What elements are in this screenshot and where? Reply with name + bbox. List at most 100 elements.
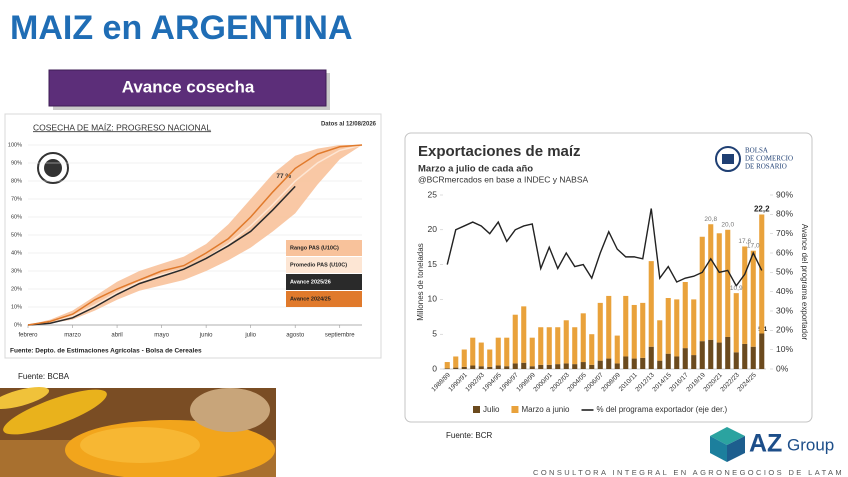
bar-segment	[529, 337, 535, 367]
y-tick-label: 20%	[11, 286, 22, 292]
bar-segment	[665, 353, 671, 369]
series-line	[27, 144, 363, 326]
legend-label: % del programa exportador (eje der.)	[596, 405, 727, 414]
bar-segment	[648, 346, 654, 369]
legend-swatch	[286, 257, 362, 273]
x-tick-label: marzo	[64, 333, 81, 339]
bar-segment	[521, 306, 527, 363]
y2-tick-label: 90%	[776, 189, 793, 199]
y2-tick-label: 10%	[776, 344, 793, 354]
x-tick-label: febrero	[18, 333, 38, 339]
bar-segment	[640, 302, 646, 358]
bar-segment	[606, 358, 612, 369]
legend-swatch	[473, 406, 480, 413]
y-tick-label: 70%	[11, 196, 22, 202]
logo-cube-top	[710, 427, 745, 445]
bar-segment	[580, 313, 586, 363]
y-tick-label: 0%	[14, 322, 22, 328]
total-label: 17,6	[738, 238, 751, 245]
bar-segment	[572, 364, 578, 369]
range-band	[28, 145, 362, 325]
bar-segment	[589, 364, 595, 369]
bar-segment	[623, 356, 629, 369]
bar-segment	[555, 327, 561, 365]
y-tick-label: 10%	[11, 304, 22, 310]
bar-segment	[495, 337, 501, 366]
bar-segment	[708, 224, 714, 340]
y-tick-label: 50%	[11, 232, 22, 238]
y2-tick-label: 50%	[776, 267, 793, 277]
bar-segment	[470, 365, 476, 369]
bar-segment	[750, 250, 756, 347]
chart-note: @BCRmercados en base a INDEC y NABSA	[418, 174, 589, 184]
bar-segment	[504, 366, 510, 369]
bar-segment	[538, 327, 544, 365]
bar-segment	[614, 335, 620, 364]
bar-segment	[657, 320, 663, 361]
y-tick-label: 100%	[8, 142, 22, 148]
logo-text: DE COMERCIO	[745, 155, 793, 163]
bar-segment	[453, 356, 459, 368]
bar-segment	[631, 304, 637, 359]
bar-segment	[725, 229, 731, 337]
bar-segment	[708, 339, 714, 369]
bar-segment	[546, 327, 552, 365]
bar-segment	[674, 299, 680, 357]
bar-segment	[580, 362, 586, 369]
y-tick-label: 60%	[11, 214, 22, 220]
bar-segment	[759, 333, 765, 369]
bar-segment	[495, 365, 501, 369]
x-tick-label: agosto	[286, 333, 305, 339]
bar-segment	[733, 293, 739, 353]
y-tick-label: 20	[428, 224, 438, 234]
bar-segment	[572, 327, 578, 365]
bar-segment	[674, 356, 680, 369]
bar-segment	[444, 368, 450, 369]
logo-cube-left	[710, 436, 727, 462]
az-logo: AZ Group	[710, 427, 834, 462]
bar-segment	[699, 236, 705, 342]
legend-label: Avance 2024/25	[290, 296, 331, 302]
total-label: 10,9	[730, 285, 743, 292]
total-label: 20,0	[721, 222, 734, 229]
legend-label: Promedio PAS (U10C)	[290, 262, 347, 268]
bar-segment	[470, 337, 476, 366]
y-tick-label: 5	[432, 328, 437, 338]
bar-segment	[563, 363, 569, 369]
bar-segment	[563, 320, 569, 364]
logo-text: DE ROSARIO	[745, 163, 787, 171]
y2-tick-label: 20%	[776, 325, 793, 335]
bar-segment	[529, 366, 535, 369]
bar-segment	[614, 363, 620, 369]
x-tick-label: abril	[111, 333, 122, 339]
logo-cube-right	[727, 436, 745, 462]
bar-segment	[478, 342, 484, 367]
chart-note: Datos al 12/08/2026	[321, 122, 377, 128]
section-button	[48, 69, 327, 107]
x-tick-label: septiembre	[325, 333, 355, 339]
legend-label: Marzo a junio	[521, 405, 570, 414]
legend-label: Rango PAS (U10C)	[290, 245, 339, 251]
emblem-core	[44, 159, 62, 177]
bar-segment	[716, 342, 722, 369]
bar-segment	[623, 295, 629, 357]
corn-kernels	[80, 427, 200, 463]
bar-segment	[699, 341, 705, 369]
y-tick-label: 80%	[11, 178, 22, 184]
legend-swatch	[511, 406, 519, 413]
y2-tick-label: 80%	[776, 209, 793, 219]
bar-segment	[461, 349, 467, 367]
logo-text: BOLSA	[745, 147, 768, 155]
bar-segment	[691, 355, 697, 369]
y-tick-label: 0	[432, 363, 437, 373]
legend-swatch	[286, 274, 362, 290]
tagline: CONSULTORA INTEGRAL EN AGRONEGOCIOS DE L…	[533, 468, 844, 477]
legend-swatch	[286, 291, 362, 307]
logo-mark: AZ	[749, 430, 782, 458]
y2-tick-label: 0%	[776, 363, 789, 373]
y2-tick-label: 30%	[776, 305, 793, 315]
bar-segment	[640, 357, 646, 369]
total-label: 22,2	[754, 205, 770, 214]
